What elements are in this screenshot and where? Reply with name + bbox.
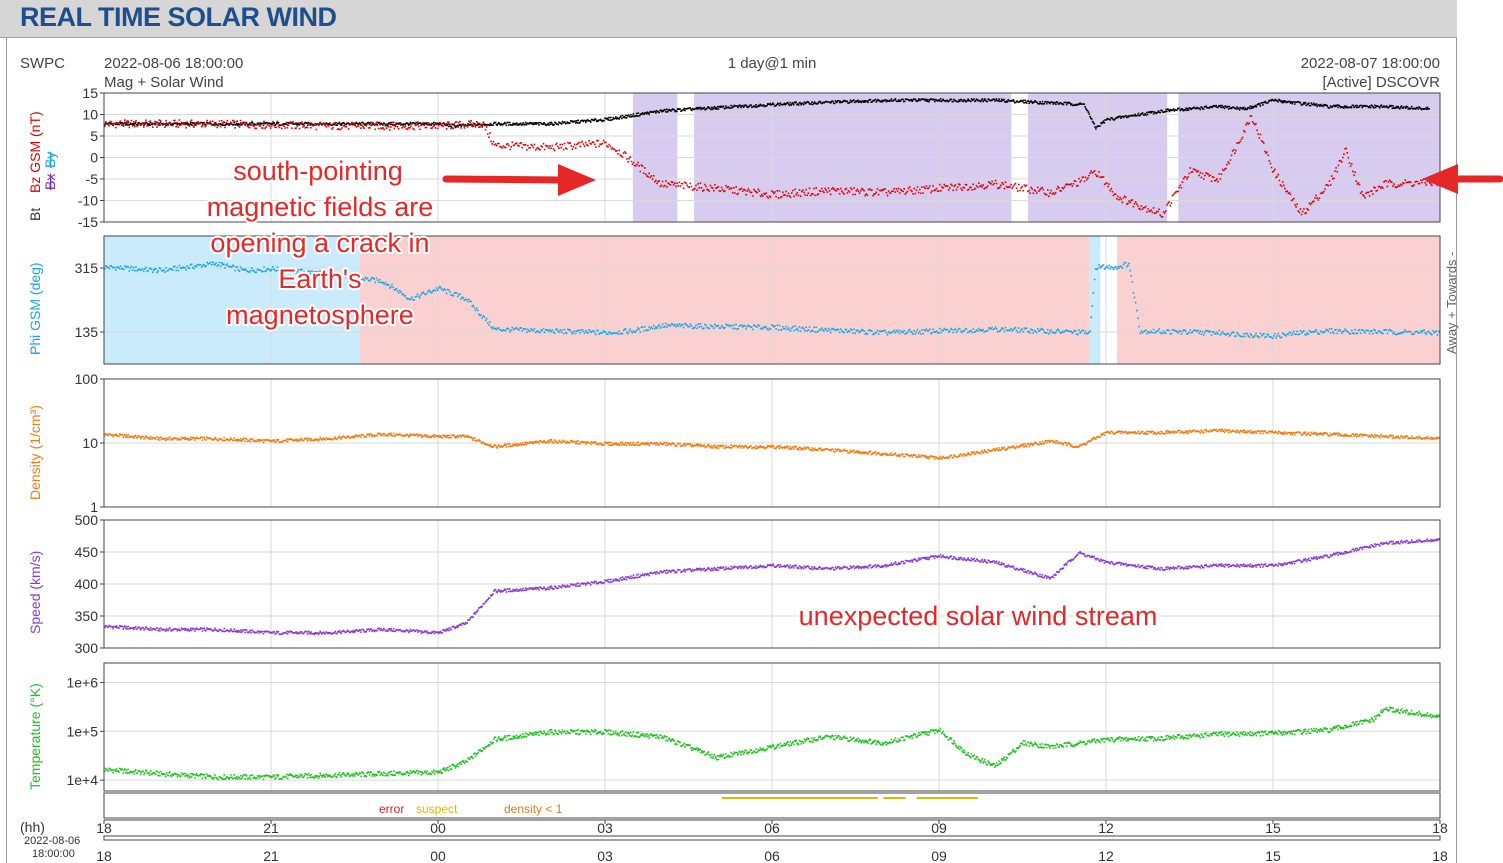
x-tick-label-top: 15 [1265, 820, 1281, 836]
x-tick-label-bottom: 21 [263, 848, 279, 863]
y-tick-label: 1e+5 [66, 723, 98, 739]
x-tick-label-bottom: 15 [1265, 848, 1281, 863]
page-title: REAL TIME SOLAR WIND [20, 2, 337, 32]
y-tick-label: -5 [86, 171, 99, 187]
span-label: 1 day@1 min [728, 55, 817, 72]
y-tick-label: 1e+4 [66, 772, 98, 788]
x-tick-label-top: 06 [764, 820, 780, 836]
x-tick-label-bottom: 18 [96, 848, 112, 863]
phi-ylabel: Phi GSM (deg) [27, 262, 43, 355]
bz-series [104, 115, 1440, 218]
y-tick-label: 100 [75, 371, 99, 387]
y-tick-label: 0 [90, 150, 98, 166]
y-tick-label: 315 [75, 260, 99, 276]
by-ylabel: By [42, 152, 58, 168]
bt-series-points [104, 98, 1430, 130]
x-unit-label: (hh) [20, 819, 45, 835]
x-tick-label-bottom: 03 [597, 848, 613, 863]
y-tick-label: 400 [75, 576, 99, 592]
y-tick-label: 5 [90, 128, 98, 144]
y-tick-label: 10 [82, 435, 98, 451]
y-tick-label: 350 [75, 608, 99, 624]
x-tick-label-bottom: 00 [430, 848, 446, 863]
left-arrow [442, 164, 596, 196]
suspect-flag-2 [916, 797, 978, 799]
flag-density-label: density < 1 [504, 802, 563, 816]
y-tick-label: 500 [75, 512, 99, 528]
flag-error-label: error [379, 802, 404, 816]
y-tick-label: 10 [82, 107, 98, 123]
density-series [104, 428, 1440, 460]
annotation-line-1: south-pointing [233, 156, 403, 186]
annotation-line-5: magnetosphere [226, 300, 414, 330]
x-tick-label-bottom: 12 [1098, 848, 1114, 863]
away-shading-band-0 [360, 236, 1090, 364]
x-tick-label-top: 09 [931, 820, 947, 836]
x-tick-label-top: 21 [263, 820, 279, 836]
right-annotation: unexpected solar wind stream [799, 601, 1158, 631]
panel-frame-4 [103, 662, 1441, 792]
suspect-flag-1 [883, 797, 906, 799]
x-tick-label-bottom: 18 [1432, 848, 1448, 863]
start-time: 2022-08-06 18:00:00 [104, 55, 243, 72]
right-arrow [1422, 164, 1503, 194]
x-time-label: 18:00:00 [32, 848, 75, 860]
flag-strip-frame [103, 792, 1441, 819]
annotation-line-2: magnetic fields are [207, 192, 434, 222]
x-tick-label-top: 12 [1098, 820, 1114, 836]
spacecraft-label: [Active] DSCOVR [1322, 74, 1440, 91]
away-towards-label: Away + Towards - [1444, 252, 1459, 354]
y-tick-label: 300 [75, 640, 99, 656]
bz-ylabel: Bz GSM (nT) [27, 111, 43, 193]
y-tick-label: 450 [75, 544, 99, 560]
x-tick-label-top: 03 [597, 820, 613, 836]
bx-ylabel: Bx [42, 174, 58, 190]
y-tick-label: 1e+6 [66, 674, 98, 690]
source-label: SWPC [20, 55, 65, 72]
x-date-label: 2022-08-06 [24, 835, 80, 847]
y-tick-label: 135 [75, 324, 99, 340]
density-series-points [104, 428, 1440, 460]
annotation-line-4: Earth's [278, 264, 361, 294]
left-annotation: south-pointing magnetic fields are openi… [205, 154, 436, 332]
title-bar: REAL TIME SOLAR WIND [0, 0, 1457, 38]
x-tick-label-bottom: 09 [931, 848, 947, 863]
suspect-flag-0 [721, 797, 878, 799]
mag-ylabel: Bt Bz GSM (nT) Bx By [27, 111, 58, 221]
speed-series [104, 538, 1440, 636]
product-label: Mag + Solar Wind [104, 74, 224, 91]
y-tick-label: 15 [82, 85, 98, 101]
y-tick-label: -10 [78, 193, 98, 209]
x-tick-label-bottom: 06 [764, 848, 780, 863]
annotation-line-3: opening a crack in [210, 228, 429, 258]
x-tick-label-top: 18 [96, 820, 112, 836]
bz-series-points [104, 115, 1440, 218]
density-ylabel: Density (1/cm³) [27, 405, 43, 500]
x-tick-label-top: 00 [430, 820, 446, 836]
chart-frame [6, 38, 1457, 863]
y-tick-label: -15 [78, 214, 98, 230]
bt-series [104, 98, 1430, 130]
x-tick-label-top: 18 [1432, 820, 1448, 836]
end-time: 2022-08-07 18:00:00 [1301, 55, 1440, 72]
speed-ylabel: Speed (km/s) [27, 551, 43, 634]
y-tick-label: 1 [90, 499, 98, 515]
panel-frame-1 [103, 235, 1441, 365]
bt-ylabel: Bt [27, 208, 43, 221]
temperature-ylabel: Temperature (°K) [27, 683, 43, 790]
time-slider-track[interactable] [103, 835, 1441, 841]
speed-series-points [104, 538, 1440, 636]
toward-shading-band-1 [1089, 236, 1101, 364]
flag-suspect-label: suspect [416, 802, 458, 816]
away-shading-band-1 [1117, 236, 1440, 364]
